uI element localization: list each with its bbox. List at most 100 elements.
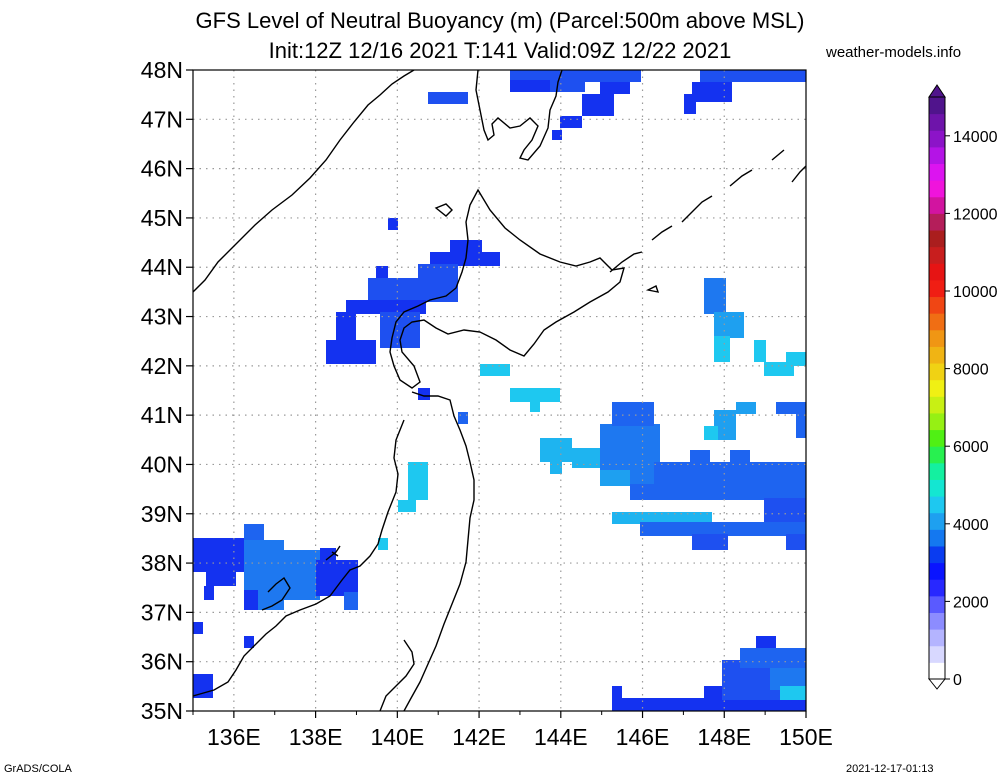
coast-hokkaido (389, 188, 625, 389)
lat-label: 37N (141, 599, 183, 625)
shade-cell (585, 70, 641, 82)
shade-cell (704, 278, 726, 314)
colorbar-swatch (929, 645, 945, 663)
shade-cell (344, 592, 358, 610)
colorbar-swatch (929, 146, 945, 165)
colorbar-swatch (929, 180, 945, 198)
lat-label: 39N (141, 501, 183, 527)
shade-cell (770, 668, 806, 690)
shade-cell (510, 80, 550, 92)
shade-cell (582, 94, 614, 116)
shade-cell (600, 470, 630, 486)
colorbar-swatch (929, 396, 945, 414)
colorbar-label: 14000 (953, 129, 998, 146)
colorbar-bottom-cap (927, 678, 947, 690)
shade-cell (786, 534, 806, 550)
shade-cell (780, 686, 806, 700)
colorbar-label: 2000 (953, 594, 989, 611)
lat-label: 45N (141, 205, 183, 231)
colorbar-label: 0 (953, 672, 962, 689)
coast-honshu (403, 391, 475, 711)
map-frame (192, 69, 807, 712)
lat-label: 42N (141, 353, 183, 379)
colorbar-swatch (929, 545, 945, 564)
shade-cell (398, 500, 416, 512)
colorbar-swatch (929, 379, 945, 397)
axis-ticks: 48N 47N 46N 45N 44N 43N 42N 41N 40N 39N 38N 37N 36N 3… (141, 57, 833, 750)
colorbar-swatch (929, 446, 945, 464)
shade-cell (376, 266, 388, 280)
lat-label: 43N (141, 304, 183, 330)
colorbar-label: 12000 (953, 206, 998, 223)
colorbar-swatch (929, 246, 945, 264)
coast-noto (261, 576, 291, 611)
shade-cell (408, 462, 428, 500)
colorbar-swatch (929, 363, 945, 381)
shade-cell (736, 402, 756, 414)
chart-title: GFS Level of Neutral Buoyancy (m) (Parce… (195, 8, 805, 33)
colorbar-frame (928, 96, 946, 680)
colorbar-swatch (929, 130, 945, 148)
shade-cell (776, 402, 806, 414)
colorbar-swatch (929, 479, 945, 497)
colorbar-label: 8000 (953, 362, 989, 379)
shade-cell (714, 312, 744, 338)
shade-cell (560, 116, 582, 128)
colorbar-swatch (929, 329, 945, 347)
lon-label: 138E (289, 724, 343, 750)
shade-cell (714, 336, 730, 362)
shade-cell (378, 538, 388, 550)
colorbar-swatch (929, 662, 945, 680)
colorbar: 0 2000 4000 6000 8000 10000 12000 14000 (927, 84, 998, 690)
colorbar-swatch (929, 412, 945, 431)
lat-label: 44N (141, 254, 183, 280)
coast-tokyo (379, 639, 415, 711)
footer-software: GrADS/COLA (4, 763, 72, 775)
shade-cell (690, 450, 710, 464)
shade-cell (612, 698, 806, 711)
lon-label: 150E (779, 724, 833, 750)
shade-cell (428, 92, 468, 104)
colorbar-swatch (929, 97, 945, 115)
shade-cell (630, 484, 806, 500)
shade-cell (204, 586, 214, 600)
colorbar-swatch (929, 512, 945, 530)
shade-cell (684, 94, 696, 114)
shade-cell (244, 636, 254, 648)
colorbar-swatch (929, 346, 945, 364)
shade-cell (326, 340, 376, 364)
colorbar-swatch (929, 595, 945, 613)
lon-label: 136E (207, 724, 261, 750)
colorbar-swatch (929, 279, 945, 298)
colorbar-swatch (929, 562, 945, 580)
shade-cell (458, 412, 468, 424)
shade-cell (704, 426, 718, 440)
colorbar-swatch (929, 462, 945, 480)
colorbar-top-cap (928, 84, 946, 98)
lon-label: 144E (534, 724, 588, 750)
colorbar-swatch (929, 529, 945, 547)
shade-cell (786, 352, 806, 366)
shade-cell (193, 538, 253, 572)
lat-label: 35N (141, 698, 183, 724)
coast-small-island (434, 203, 453, 217)
colorbar-label: 4000 (953, 517, 989, 534)
map-gridlines (193, 70, 806, 711)
lat-label: 46N (141, 156, 183, 182)
shade-cell (418, 388, 430, 400)
lon-label: 140E (370, 724, 424, 750)
shade-cell (530, 400, 540, 412)
lat-label: 36N (141, 649, 183, 675)
shade-cell (572, 448, 606, 468)
shade-cell (612, 402, 654, 426)
colorbar-swatch (929, 263, 945, 281)
shade-cell (244, 590, 258, 610)
colorbar-swatch (929, 163, 945, 181)
colorbar-label: 10000 (953, 284, 998, 301)
shade-cell (316, 560, 358, 596)
shade-cell (206, 570, 236, 586)
shade-cell (280, 550, 320, 600)
shade-cell (193, 622, 203, 634)
shade-cell (336, 312, 356, 342)
lon-label: 142E (452, 724, 506, 750)
